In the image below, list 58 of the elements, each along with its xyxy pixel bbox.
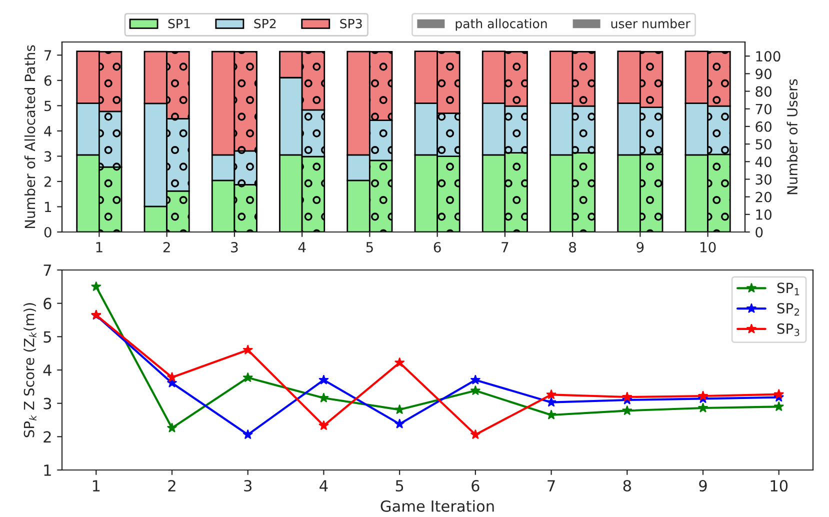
x-tick-label: 4 (320, 480, 328, 492)
y2-tick-label: 100 (756, 51, 780, 62)
y-tick-label: 5 (44, 331, 51, 343)
y2-tick-label: 10 (756, 209, 772, 220)
x-tick-label: 3 (244, 480, 252, 492)
y-axis-title: Number of Allocated Paths (24, 45, 36, 228)
y-tick-label: 4 (44, 126, 52, 136)
x-tick-label: 6 (434, 242, 441, 252)
y-tick-label: 3 (44, 151, 52, 162)
y2-tick-label: 60 (756, 121, 772, 132)
y-tick-label: 4 (43, 364, 52, 376)
y2-tick-label: 70 (756, 104, 772, 114)
y-tick-label: 1 (44, 464, 51, 476)
x-tick-label: 8 (623, 480, 631, 492)
y-tick-label: 0 (44, 226, 52, 238)
x-tick-label: 10 (770, 480, 788, 492)
x-tick-label: 1 (92, 480, 100, 492)
x-tick-label: 9 (699, 480, 707, 492)
x-tick-label: 2 (168, 480, 176, 492)
x-tick-label: 4 (298, 242, 306, 252)
x-tick-label: 5 (396, 480, 404, 492)
y2-tick-label: 0 (756, 226, 763, 238)
y2-tick-label: 80 (756, 86, 772, 97)
x-tick-label: 8 (569, 242, 576, 252)
x-tick-label: 3 (231, 242, 238, 252)
y2-axis-title: Number of Users (786, 79, 798, 194)
y-tick-label: 1 (44, 202, 51, 212)
y-tick-label: 6 (44, 298, 52, 310)
x-tick-label: 10 (700, 242, 716, 252)
y2-tick-label: 50 (756, 139, 772, 150)
x-tick-label: 5 (366, 242, 373, 252)
y2-tick-label: 30 (756, 174, 772, 185)
y-tick-label: 3 (44, 398, 52, 410)
y-axis-title: SP$_{k}$ Z Score (Z$_{k}$(m)) (24, 303, 36, 438)
legend-label: SP$_{2}$ (777, 303, 800, 316)
x-tick-label: 7 (502, 242, 508, 252)
y2-tick-label: 90 (756, 68, 772, 80)
y-tick-label: 7 (44, 50, 52, 60)
x-tick-label: 2 (163, 242, 170, 252)
x-axis-title: Game Iteration (380, 500, 494, 512)
legend-label: SP2 (254, 18, 276, 28)
x-tick-label: 9 (636, 242, 644, 252)
legend-label: SP1 (168, 18, 190, 28)
y2-tick-label: 20 (756, 192, 772, 202)
y-tick-label: 2 (44, 176, 51, 187)
y-tick-label: 2 (44, 431, 51, 442)
x-tick-label: 7 (548, 480, 555, 492)
x-tick-label: 6 (472, 480, 480, 492)
x-tick-label: 1 (96, 242, 102, 252)
y2-tick-label: 40 (755, 156, 772, 168)
y-tick-label: 6 (44, 75, 52, 86)
y-tick-label: 5 (44, 100, 52, 112)
legend-label: SP3 (340, 18, 362, 28)
legend-label: SP$_{1}$ (777, 282, 800, 296)
text: user number (611, 18, 690, 28)
text: path allocation (456, 18, 547, 31)
legend-label: SP$_{3}$ (777, 323, 800, 336)
y-tick-label: 7 (44, 264, 51, 276)
